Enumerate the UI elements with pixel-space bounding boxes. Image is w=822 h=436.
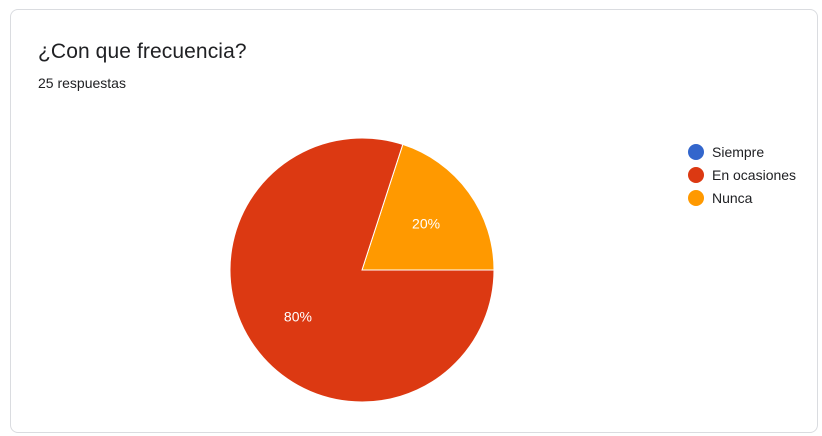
chart-legend: Siempre En ocasiones Nunca [688, 140, 818, 209]
legend-swatch-icon [688, 143, 704, 160]
pie-slice-label: 80% [284, 309, 312, 325]
legend-label: Nunca [712, 189, 753, 206]
legend-item-nunca[interactable]: Nunca [688, 186, 818, 209]
pie-slice-nunca[interactable] [361, 143, 495, 271]
legend-label: En ocasiones [712, 166, 797, 183]
pie-slice-label: 20% [412, 215, 440, 231]
pie-slice-en-ocasiones[interactable] [229, 137, 495, 403]
response-count: 25 respuestas [38, 75, 126, 91]
legend-swatch-icon [688, 189, 704, 206]
legend-item-en-ocasiones[interactable]: En ocasiones [688, 163, 818, 186]
legend-label: Siempre [712, 143, 765, 160]
legend-swatch-icon [688, 166, 704, 183]
chart-title: ¿Con que frecuencia? [38, 40, 247, 63]
legend-item-siempre[interactable]: Siempre [688, 140, 818, 163]
